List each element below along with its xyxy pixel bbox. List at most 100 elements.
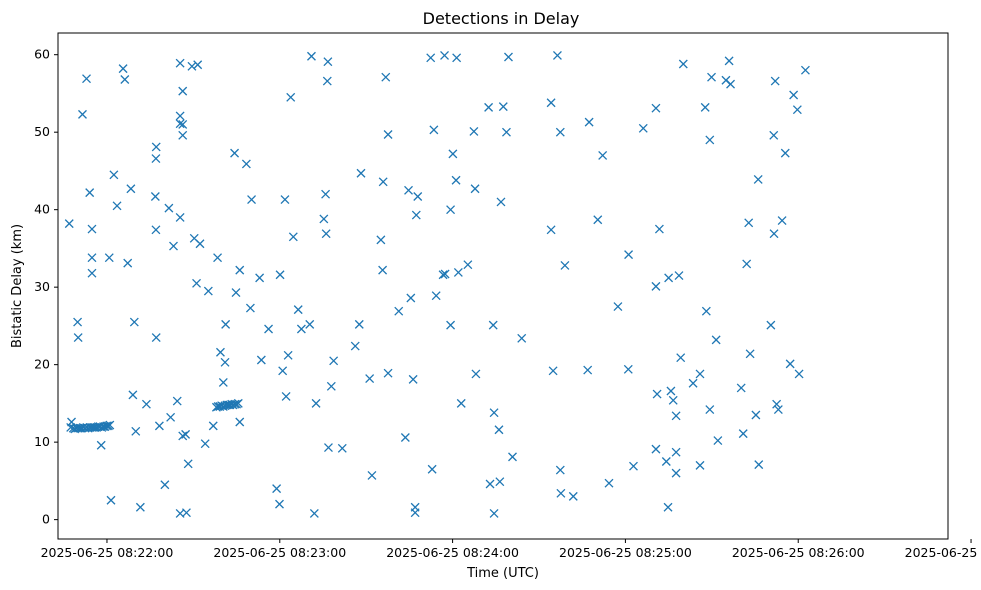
data-point <box>151 142 161 152</box>
data-point <box>82 74 91 84</box>
data-point <box>245 303 255 313</box>
data-point <box>754 460 764 470</box>
data-point <box>676 353 686 363</box>
data-point <box>376 235 386 245</box>
data-point <box>489 508 499 518</box>
data-point <box>651 103 661 113</box>
data-point <box>695 460 705 470</box>
x-axis-label: Time (UTC) <box>466 566 539 581</box>
y-tick-label: 50 <box>34 124 50 139</box>
data-point <box>215 347 225 357</box>
data-point <box>548 366 558 376</box>
data-point <box>664 273 674 283</box>
data-point <box>446 205 456 215</box>
data-point <box>321 189 331 199</box>
data-point <box>200 439 210 449</box>
data-point <box>181 429 191 439</box>
y-axis: 0 10 20 30 40 50 60 <box>34 47 58 527</box>
data-point <box>560 261 570 270</box>
data-point <box>638 123 648 133</box>
x-axis: 2025-06-25 08:22:00 2025-06-25 08:23:00 20… <box>41 539 981 560</box>
data-point <box>652 389 662 399</box>
data-point <box>381 72 391 82</box>
data-point <box>118 64 128 74</box>
x-tick-label: 2025-06-25 08:25:00 <box>559 545 692 560</box>
data-point <box>440 269 450 279</box>
data-points <box>64 51 810 518</box>
data-point <box>738 429 748 439</box>
data-point <box>705 135 715 145</box>
data-point <box>123 258 133 268</box>
data-point <box>64 219 74 229</box>
data-point <box>275 270 285 280</box>
data-point <box>178 431 188 441</box>
data-point <box>221 319 231 329</box>
data-point <box>713 436 723 446</box>
data-point <box>470 184 480 194</box>
data-point <box>394 306 404 316</box>
data-point <box>705 405 715 415</box>
plot-area <box>57 32 949 540</box>
data-point <box>751 410 761 420</box>
data-point <box>766 320 776 330</box>
data-point <box>745 349 755 359</box>
data-point <box>323 443 333 453</box>
data-point <box>354 319 364 329</box>
data-point <box>666 386 676 396</box>
data-point <box>231 288 241 298</box>
data-point <box>131 426 141 436</box>
data-point <box>329 356 339 366</box>
data-point <box>770 76 780 86</box>
data-point <box>247 195 257 205</box>
data-point <box>255 273 265 283</box>
y-tick-label: 20 <box>34 357 50 372</box>
data-point <box>183 459 193 469</box>
data-point <box>495 477 505 487</box>
data-point <box>598 150 608 160</box>
data-point <box>438 270 448 280</box>
data-point <box>293 305 303 315</box>
data-point <box>593 215 603 225</box>
data-point <box>753 174 763 184</box>
data-point <box>309 508 319 518</box>
data-point <box>85 188 95 198</box>
data-point <box>169 241 178 251</box>
data-point <box>546 225 556 235</box>
data-point <box>668 395 678 405</box>
data-point <box>164 203 174 213</box>
data-point <box>356 168 366 178</box>
data-point <box>208 421 218 431</box>
y-tick-label: 60 <box>34 47 50 62</box>
data-point <box>264 324 274 334</box>
data-point <box>555 127 565 137</box>
data-point <box>175 212 185 222</box>
data-point <box>73 317 83 327</box>
data-point <box>744 218 754 228</box>
data-point <box>150 192 160 201</box>
data-point <box>623 364 633 374</box>
data-point <box>87 268 97 278</box>
data-point <box>651 281 661 291</box>
data-point <box>96 440 106 450</box>
data-point <box>228 400 238 410</box>
data-point <box>736 383 746 393</box>
data-point <box>178 119 188 129</box>
data-point <box>160 480 170 490</box>
data-point <box>452 53 462 63</box>
data-point <box>120 75 130 84</box>
data-point <box>789 90 799 100</box>
data-point <box>367 470 377 480</box>
data-point <box>275 499 284 509</box>
data-point <box>404 185 413 195</box>
data-point <box>181 508 191 518</box>
data-point <box>106 495 116 505</box>
data-point <box>213 253 223 263</box>
data-point <box>326 381 336 391</box>
data-point <box>193 60 203 70</box>
data-point <box>230 399 240 409</box>
data-point <box>281 391 291 401</box>
data-point <box>724 56 734 66</box>
data-point <box>305 319 315 329</box>
data-point <box>129 317 139 327</box>
data-point <box>451 175 461 185</box>
